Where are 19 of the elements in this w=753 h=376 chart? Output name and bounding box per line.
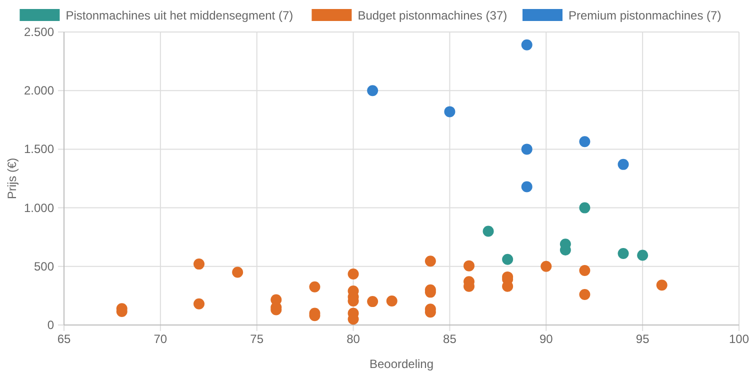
x-tick-label: 65 (57, 332, 71, 346)
x-tick-label: 90 (539, 332, 554, 346)
y-tick-label: 2.000 (24, 84, 54, 98)
legend-label: Premium pistonmachines (7) (568, 8, 722, 22)
y-tick-label: 1.000 (24, 200, 54, 215)
x-tick-label: 100 (728, 332, 750, 346)
y-tick-label: 0 (47, 318, 54, 332)
x-tick-label: 80 (346, 332, 360, 346)
x-tick-label: 75 (250, 332, 264, 346)
x-axis-title: Beoordeling (369, 357, 434, 371)
legend-label: Budget pistonmachines (37) (358, 8, 508, 22)
y-tick-label: 500 (34, 259, 54, 274)
y-tick-label: 1.500 (24, 142, 54, 156)
legend-label: Pistonmachines uit het middensegment (7) (66, 8, 294, 22)
x-tick-label: 85 (443, 332, 457, 346)
y-tick-label: 2.500 (24, 25, 54, 39)
x-tick-label: 95 (636, 332, 650, 346)
x-tick-label: 70 (154, 332, 168, 346)
y-axis-title: Prijs (€) (5, 158, 19, 200)
